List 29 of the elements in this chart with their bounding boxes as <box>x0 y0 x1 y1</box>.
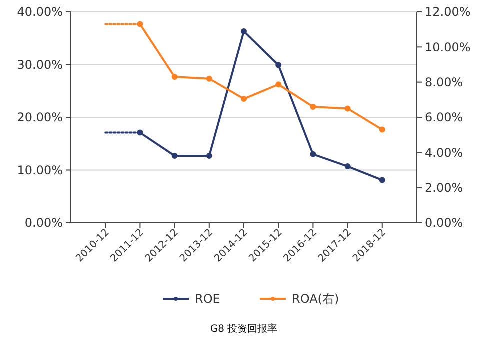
point <box>344 106 351 112</box>
text: G8 投资回报率 <box>210 323 278 335</box>
y-tick-label: 0.00% <box>24 216 63 230</box>
point <box>172 74 178 80</box>
y-tick-label: 40.00% <box>17 5 63 20</box>
y-tick-label: 30.00% <box>17 58 63 72</box>
y2-tick-label: 4.00% <box>425 146 464 160</box>
point <box>172 153 178 160</box>
point <box>241 28 247 35</box>
point <box>379 177 386 184</box>
y2-tick-label: 2.00% <box>425 181 464 196</box>
y2-tick-label: 10.00% <box>425 40 471 54</box>
point <box>379 126 386 133</box>
y2-tick-label: 8.00% <box>425 76 464 90</box>
point <box>241 96 247 102</box>
point <box>310 104 316 110</box>
y2-tick-label: 0.00% <box>425 216 464 230</box>
point <box>206 76 212 82</box>
point <box>276 82 282 88</box>
y2-tick-label: 12.00% <box>425 5 471 20</box>
point <box>276 62 282 68</box>
point <box>310 151 316 158</box>
legend-label: ROE <box>195 292 220 306</box>
y-tick-label: 20.00% <box>17 110 63 125</box>
y-tick-label: 10.00% <box>17 163 63 178</box>
legend-label: ROA(右) <box>292 292 340 306</box>
y2-tick-label: 6.00% <box>425 110 464 125</box>
point <box>344 164 351 170</box>
point <box>206 153 212 160</box>
